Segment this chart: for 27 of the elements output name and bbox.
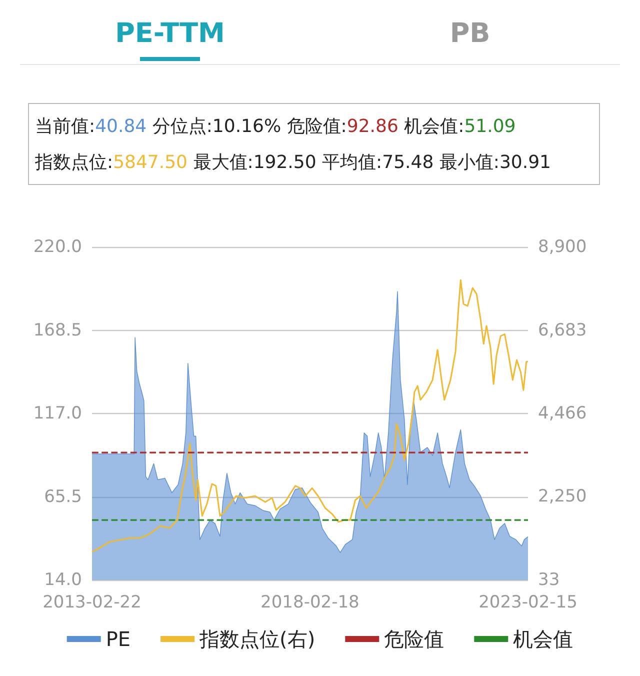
y-tick-label: 65.5 [44, 486, 82, 507]
y-tick-label: 220.0 [33, 237, 82, 257]
text: 分位点:10.16% [152, 116, 282, 137]
y-tick-label: 117.0 [33, 404, 82, 424]
y2-tick-label: 33 [538, 570, 560, 590]
text: 机会值:51.09 [404, 116, 516, 137]
text: 危险值:92.86 [286, 116, 398, 137]
y2-tick-label: 2,250 [538, 486, 587, 507]
legend-label: PE [106, 627, 131, 651]
y-tick-label: 168.5 [33, 320, 82, 340]
x-tick-label: 2023-02-15 [478, 592, 578, 612]
text: 最大值:192.50 [193, 152, 316, 173]
text: 指数点位:5847.50 [35, 152, 188, 173]
legend-label: 指数点位(右) [198, 627, 316, 651]
chart-title: PE-TTM [115, 18, 225, 49]
legend-label: 危险值 [384, 627, 444, 651]
text: PB [450, 18, 490, 49]
text: 平均值:75.48 [322, 152, 434, 173]
y2-tick-label: 8,900 [538, 237, 587, 257]
x-tick-label: 2018-02-18 [260, 592, 360, 612]
legend-label: 机会值 [513, 627, 574, 651]
text: 当前值:40.84 [35, 116, 147, 137]
y2-tick-label: 6,683 [538, 320, 587, 340]
x-tick-label: 2013-02-22 [42, 592, 142, 612]
y2-tick-label: 4,466 [538, 404, 587, 424]
text: 最小值:30.91 [439, 152, 551, 173]
y-tick-label: 14.0 [44, 570, 82, 590]
